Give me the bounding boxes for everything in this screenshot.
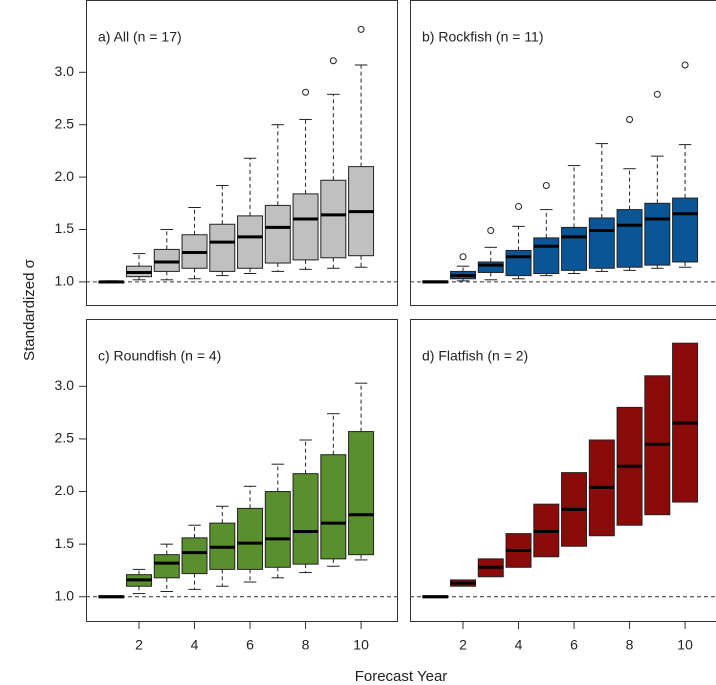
outlier: [459, 253, 467, 261]
box: [320, 179, 347, 259]
x-tick-label: 8: [302, 637, 310, 653]
box: [644, 202, 671, 266]
x-tick-label: 4: [191, 637, 199, 653]
x-axis-label: Forecast Year: [355, 668, 448, 685]
panel-title: d) Flatfish (n = 2): [422, 348, 528, 364]
box: [533, 237, 560, 275]
y-axis-label: Standardized σ: [21, 258, 38, 361]
outlier: [681, 61, 689, 69]
panel-frame: [410, 319, 716, 622]
y-tick-label: 2.5: [55, 115, 75, 131]
panel-title: c) Roundfish (n = 4): [98, 348, 221, 364]
box: [153, 248, 180, 272]
outlier: [357, 25, 365, 33]
y-tick-label: 1.0: [55, 587, 75, 603]
outlier: [329, 57, 337, 65]
box: [561, 226, 588, 271]
box: [320, 454, 347, 560]
box: [616, 209, 643, 268]
panel-title: b) Rockfish (n = 11): [422, 29, 544, 45]
outlier: [542, 181, 550, 189]
box: [292, 193, 319, 261]
x-tick-label: 10: [353, 637, 369, 653]
x-tick-label: 4: [515, 637, 523, 653]
y-tick-label: 3.0: [55, 377, 75, 393]
box: [237, 215, 264, 269]
y-tick-label: 2.0: [55, 482, 75, 498]
outlier: [626, 115, 634, 123]
box: [348, 431, 375, 556]
panel-title: a) All (n = 17): [98, 29, 182, 45]
x-tick-label: 10: [677, 637, 693, 653]
box: [588, 217, 615, 269]
outlier: [302, 88, 310, 96]
box: [292, 473, 319, 565]
box: [181, 537, 208, 575]
box: [264, 491, 291, 568]
box: [264, 204, 291, 264]
outlier: [515, 202, 523, 210]
box: [237, 507, 264, 570]
y-tick-label: 2.5: [55, 430, 75, 446]
panel-frame: [410, 0, 716, 306]
x-tick-label: 2: [135, 637, 143, 653]
y-tick-label: 2.0: [55, 168, 75, 184]
panel-frame: [86, 319, 398, 622]
x-tick-label: 8: [626, 637, 634, 653]
panel-frame: [86, 0, 398, 306]
y-tick-label: 1.5: [55, 535, 75, 551]
box: [672, 197, 699, 263]
x-tick-label: 2: [459, 637, 467, 653]
outlier: [487, 227, 495, 235]
y-tick-label: 1.0: [55, 273, 75, 289]
outlier: [653, 90, 661, 98]
box: [477, 261, 504, 273]
box: [153, 554, 180, 579]
x-tick-label: 6: [570, 637, 578, 653]
box: [209, 223, 236, 272]
x-tick-label: 6: [246, 637, 254, 653]
y-tick-label: 1.5: [55, 220, 75, 236]
box: [505, 249, 532, 277]
y-tick-label: 3.0: [55, 63, 75, 79]
